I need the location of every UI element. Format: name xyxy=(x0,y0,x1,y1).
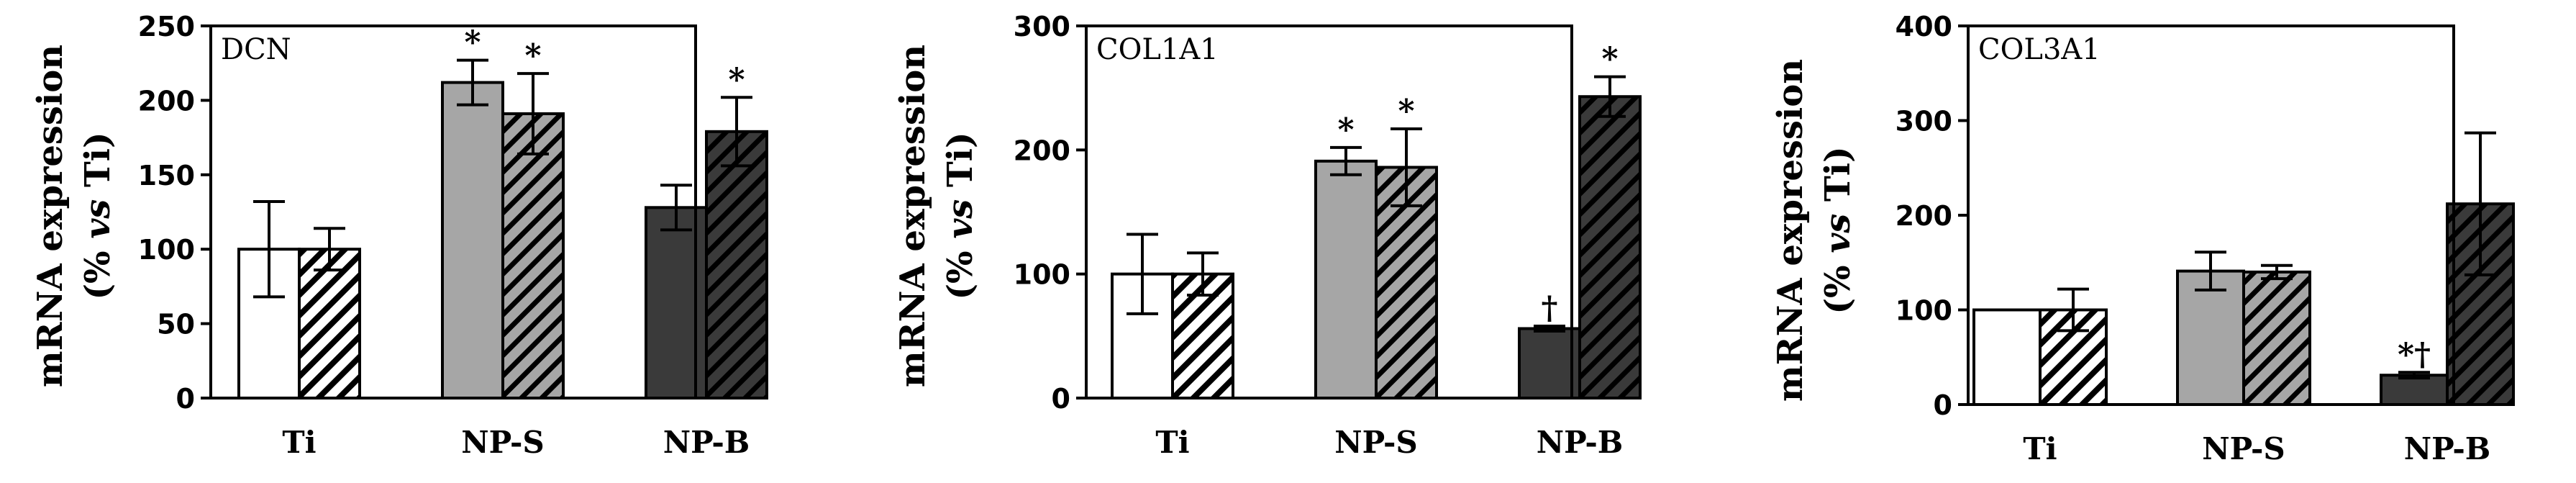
plot-frame xyxy=(1085,24,1573,400)
chart-panel-col3a1: mRNA expression (% vs Ti) 0100200300400 … xyxy=(1770,11,2515,466)
bars xyxy=(1972,202,2515,406)
significance-mark: * xyxy=(1601,41,1618,78)
y-axis-label-line2: (% vs Ti) xyxy=(1818,146,1858,314)
y-tick-label: 200 xyxy=(1014,135,1070,166)
error-bars xyxy=(2057,131,2496,380)
y-axis-label-line1: mRNA expression xyxy=(30,45,70,387)
y-tick-label: 300 xyxy=(1014,11,1070,42)
y-tick-label: 0 xyxy=(176,383,195,415)
y-tick-label: 0 xyxy=(1052,383,1070,415)
bar xyxy=(2242,270,2311,406)
significance-mark: *† xyxy=(2398,336,2431,373)
y-axis-label-line2: (% vs Ti) xyxy=(78,132,118,299)
significance-mark: † xyxy=(1541,290,1557,327)
significance-marks: * * † * xyxy=(1337,41,1618,327)
category-label: Ti xyxy=(1155,425,1189,460)
y-axis-label-line1: mRNA expression xyxy=(1770,59,1811,402)
category-labels: Ti NP-S NP-B xyxy=(2023,431,2490,466)
bars xyxy=(237,81,768,400)
y-axis-label-line2: (% vs Ti) xyxy=(940,132,980,299)
y-tick-label: 100 xyxy=(138,234,195,266)
significance-mark: * xyxy=(1398,93,1414,130)
y-tick-label: 250 xyxy=(138,11,195,42)
chart-title: DCN xyxy=(221,33,291,66)
bar xyxy=(501,112,565,400)
y-ticks: 0 50 100 150 200 250 xyxy=(138,11,211,415)
bar xyxy=(1314,159,1378,400)
category-label: Ti xyxy=(2023,431,2057,466)
category-label: NP-B xyxy=(663,425,750,460)
y-tick-label: 300 xyxy=(1895,106,1952,137)
chart-panel-col1a1: mRNA expression (% vs Ti) 0 100 200 300 * * †… xyxy=(893,11,1642,460)
y-tick-label: 150 xyxy=(138,160,195,191)
significance-mark: * xyxy=(1337,112,1354,148)
error-bars xyxy=(1127,75,1626,333)
category-label: Ti xyxy=(282,425,316,460)
chart-title: COL3A1 xyxy=(1978,33,2101,66)
significance-mark: * xyxy=(464,24,481,61)
significance-marks: * * * xyxy=(464,24,745,99)
significance-mark: * xyxy=(728,61,745,98)
category-label: NP-B xyxy=(2404,431,2491,466)
y-tick-label: 200 xyxy=(138,85,195,117)
category-label: NP-B xyxy=(1537,425,1624,460)
bar xyxy=(705,130,768,400)
category-label: NP-S xyxy=(1334,425,1417,460)
bar xyxy=(298,248,361,400)
bar xyxy=(1578,95,1642,400)
chart-panel-dcn: mRNA expression (% vs Ti) 0 50 100 150 200 25… xyxy=(30,11,768,460)
y-ticks: 0 100 200 300 400 xyxy=(1895,11,1968,421)
plot-frame xyxy=(1967,24,2455,406)
category-label: NP-S xyxy=(461,425,544,460)
y-tick-label: 100 xyxy=(1895,295,1952,327)
y-tick-label: 400 xyxy=(1895,11,1952,42)
y-axis-label-line1: mRNA expression xyxy=(893,45,933,387)
y-tick-label: 50 xyxy=(157,309,195,340)
plot-frame xyxy=(209,24,697,400)
error-bars xyxy=(253,58,752,299)
category-labels: Ti NP-S NP-B xyxy=(1155,425,1623,460)
chart-title: COL1A1 xyxy=(1096,33,1219,66)
significance-mark: * xyxy=(524,37,541,74)
y-ticks: 0 100 200 300 xyxy=(1014,11,1086,415)
bar xyxy=(441,81,504,400)
bar xyxy=(2380,374,2449,406)
category-labels: Ti NP-S NP-B xyxy=(282,425,750,460)
bars xyxy=(1111,95,1642,400)
y-tick-label: 0 xyxy=(1934,389,1952,421)
bar xyxy=(1972,308,2042,406)
y-tick-label: 100 xyxy=(1014,259,1070,291)
significance-marks: *† xyxy=(2398,336,2431,373)
bar xyxy=(645,206,708,400)
category-label: NP-S xyxy=(2202,431,2285,466)
y-tick-label: 200 xyxy=(1895,200,1952,232)
